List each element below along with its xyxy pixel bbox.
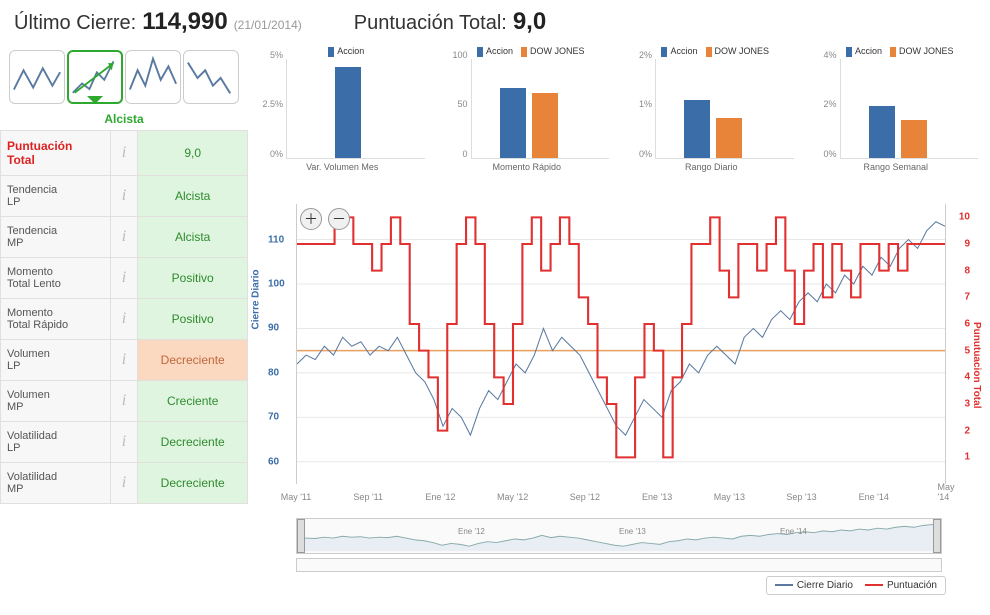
mini-plot: 0%2%4%	[840, 59, 979, 159]
right-panel: Accion0%2.5%5%Var. Volumen MesAccionDOW …	[248, 44, 990, 595]
bar	[500, 88, 526, 157]
info-icon[interactable]: i	[110, 463, 138, 504]
trend-option-up[interactable]	[67, 50, 123, 104]
metric-label: VolatilidadLP	[1, 422, 111, 463]
metric-label: VolumenLP	[1, 340, 111, 381]
metric-row: VolumenMPiCreciente	[1, 381, 248, 422]
trend-option-peak[interactable]	[125, 50, 181, 104]
metric-row: TendenciaLPiAlcista	[1, 176, 248, 217]
close-value: 114,990	[142, 8, 227, 36]
metric-label: TendenciaMP	[1, 217, 111, 258]
bar	[532, 93, 558, 157]
metric-value: Positivo	[138, 299, 248, 340]
mini-chart: AccionDOW JONES050100Momento Rápido	[437, 44, 618, 184]
legend-price: Cierre Diario	[775, 580, 853, 591]
nav-handle-left[interactable]	[297, 519, 305, 553]
metric-label: TendenciaLP	[1, 176, 111, 217]
nav-handle-right[interactable]	[933, 519, 941, 553]
mini-xlabel: Rango Diario	[621, 162, 802, 172]
info-icon[interactable]: i	[110, 258, 138, 299]
zoom-in-icon[interactable]: ＋	[300, 208, 322, 230]
metric-row: MomentoTotal LentoiPositivo	[1, 258, 248, 299]
navigator[interactable]: Ene '12Ene '13Ene '14	[296, 518, 942, 554]
metric-value: Decreciente	[138, 422, 248, 463]
mini-xlabel: Momento Rápido	[437, 162, 618, 172]
mini-xlabel: Rango Semanal	[806, 162, 987, 172]
bar	[335, 67, 361, 158]
mini-plot: 0%1%2%	[655, 59, 794, 159]
metric-label: VolatilidadMP	[1, 463, 111, 504]
metric-value: Creciente	[138, 381, 248, 422]
info-icon[interactable]: i	[110, 176, 138, 217]
trend-option-down[interactable]	[183, 50, 239, 104]
metric-row: VolumenLPiDecreciente	[1, 340, 248, 381]
metric-row: TendenciaMPiAlcista	[1, 217, 248, 258]
score-label: Puntuación Total:	[354, 12, 507, 35]
mini-chart: AccionDOW JONES0%1%2%Rango Diario	[621, 44, 802, 184]
metric-value: 9,0	[138, 131, 248, 176]
info-icon[interactable]: i	[110, 299, 138, 340]
mini-plot: 050100	[471, 59, 610, 159]
bar	[716, 118, 742, 158]
mini-chart: Accion0%2.5%5%Var. Volumen Mes	[252, 44, 433, 184]
metric-label: VolumenMP	[1, 381, 111, 422]
mini-chart: AccionDOW JONES0%2%4%Rango Semanal	[806, 44, 987, 184]
trend-label: Alcista	[0, 112, 248, 126]
main-chart-legend: Cierre Diario Puntuación	[766, 576, 946, 595]
left-panel: Alcista PuntuaciónTotali9,0TendenciaLPiA…	[0, 44, 248, 595]
info-icon[interactable]: i	[110, 131, 138, 176]
legend-score: Puntuación	[865, 580, 937, 591]
metric-value: Positivo	[138, 258, 248, 299]
info-icon[interactable]: i	[110, 381, 138, 422]
mini-charts-row: Accion0%2.5%5%Var. Volumen MesAccionDOW …	[252, 44, 986, 184]
close-label: Último Cierre:	[14, 12, 136, 35]
bar	[684, 100, 710, 157]
metric-label: PuntuaciónTotal	[1, 131, 111, 176]
metric-row: VolatilidadMPiDecreciente	[1, 463, 248, 504]
metric-value: Decreciente	[138, 340, 248, 381]
info-icon[interactable]: i	[110, 340, 138, 381]
main-chart[interactable]: Cierre Diario Punutuacion Total 60708090…	[296, 194, 946, 514]
metric-row: VolatilidadLPiDecreciente	[1, 422, 248, 463]
y-right-axis-label: Punutuacion Total	[971, 322, 982, 408]
metric-value: Decreciente	[138, 463, 248, 504]
metrics-table: PuntuaciónTotali9,0TendenciaLPiAlcistaTe…	[0, 130, 248, 504]
trend-option-flat[interactable]	[9, 50, 65, 104]
metric-value: Alcista	[138, 217, 248, 258]
metric-label: MomentoTotal Lento	[1, 258, 111, 299]
close-date: (21/01/2014)	[234, 18, 302, 32]
zoom-controls: ＋ －	[300, 208, 350, 230]
y-left-axis-label: Cierre Diario	[251, 269, 262, 329]
metric-value: Alcista	[138, 176, 248, 217]
mini-xlabel: Var. Volumen Mes	[252, 162, 433, 172]
zoom-out-icon[interactable]: －	[328, 208, 350, 230]
metric-row: MomentoTotal RápidoiPositivo	[1, 299, 248, 340]
info-icon[interactable]: i	[110, 217, 138, 258]
trend-selector	[0, 50, 248, 104]
mini-plot: 0%2.5%5%	[286, 59, 425, 159]
metric-label: MomentoTotal Rápido	[1, 299, 111, 340]
header-bar: Último Cierre: 114,990 (21/01/2014) Punt…	[0, 0, 990, 44]
scrollbar[interactable]	[296, 558, 942, 572]
info-icon[interactable]: i	[110, 422, 138, 463]
bar	[901, 120, 927, 158]
bar	[869, 106, 895, 157]
score-value: 9,0	[513, 8, 546, 36]
metric-row: PuntuaciónTotali9,0	[1, 131, 248, 176]
